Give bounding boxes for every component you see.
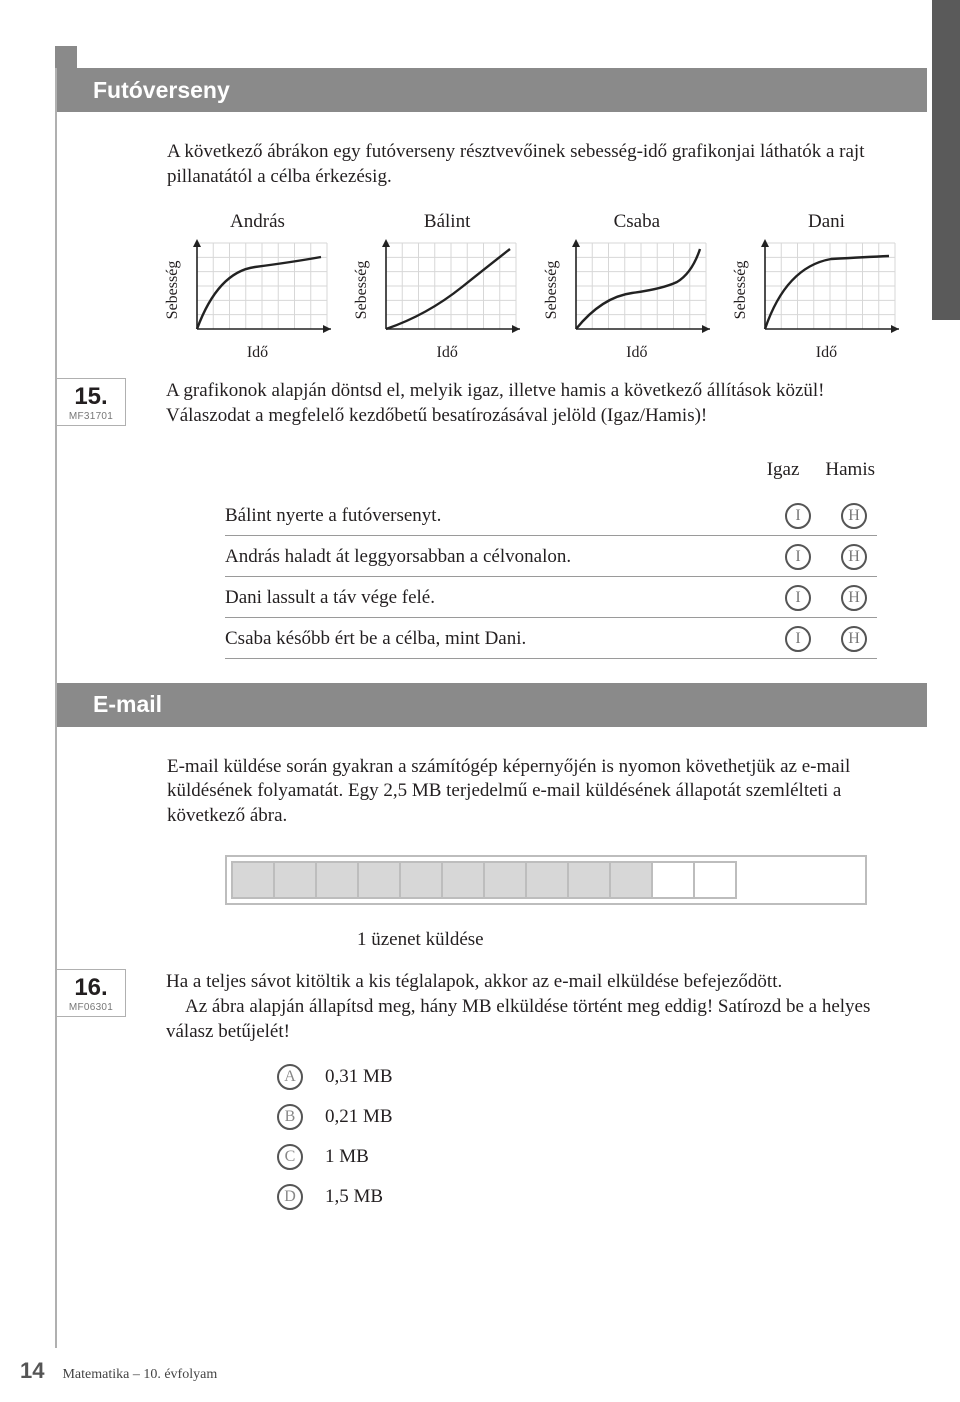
- progress-cells: [231, 861, 737, 899]
- tf-row: Bálint nyerte a futóversenyt.IH: [225, 495, 877, 536]
- chart-name: Dani: [808, 211, 845, 233]
- chart-xlabel: Idő: [436, 344, 457, 362]
- section2-intro: E-mail küldése során gyakran a számítógé…: [57, 727, 927, 847]
- progress-cell: [695, 863, 737, 897]
- progress-outer: [225, 855, 867, 905]
- progress-cell: [359, 863, 401, 897]
- mark-true[interactable]: I: [785, 544, 811, 570]
- question-15: 15. MF31701 A grafikonok alapján döntsd …: [57, 366, 927, 436]
- tf-row: Csaba később ért be a célba, mint Dani.I…: [225, 618, 877, 659]
- answer-text: 0,31 MB: [325, 1066, 393, 1088]
- question-code: MF06301: [57, 1002, 125, 1013]
- question-16: 16. MF06301 Ha a teljes sávot kitöltik a…: [57, 957, 927, 1052]
- answer-text: 1 MB: [325, 1146, 369, 1168]
- tf-row: Dani lassult a táv vége felé.IH: [225, 577, 877, 618]
- progress-cell: [611, 863, 653, 897]
- chart-xlabel: Idő: [816, 344, 837, 362]
- page-content: Futóverseny A következő ábrákon egy futó…: [57, 68, 927, 1224]
- chart-canvas: Sebesség: [372, 237, 522, 342]
- section-title: E-mail: [93, 691, 162, 718]
- answer-letter-D[interactable]: D: [277, 1184, 303, 1210]
- mark-false[interactable]: H: [841, 626, 867, 652]
- question-text: A grafikonok alapján döntsd el, melyik i…: [126, 378, 899, 428]
- mark-true[interactable]: I: [785, 626, 811, 652]
- charts-row: AndrásSebesség IdőBálintSebesség IdőCsab…: [57, 207, 927, 366]
- chart-name: Bálint: [424, 211, 470, 233]
- question-number: 16.: [57, 974, 125, 1002]
- answer-text: 0,21 MB: [325, 1106, 393, 1128]
- answer-letter-C[interactable]: C: [277, 1144, 303, 1170]
- chart-name: András: [230, 211, 285, 233]
- section-header-futoverseny: Futóverseny: [57, 68, 927, 112]
- progress-cell: [233, 863, 275, 897]
- chart-xlabel: Idő: [626, 344, 647, 362]
- section1-intro: A következő ábrákon egy futóverseny rész…: [57, 112, 927, 207]
- mark-false[interactable]: H: [841, 503, 867, 529]
- tf-head-true: Igaz: [767, 459, 800, 481]
- tf-marks: IH: [785, 585, 877, 611]
- answer-option: C 1 MB: [277, 1144, 927, 1170]
- mark-true[interactable]: I: [785, 503, 811, 529]
- section-title: Futóverseny: [93, 77, 230, 104]
- question-text: Ha a teljes sávot kitöltik a kis téglala…: [126, 969, 899, 1044]
- question-number-box: 16. MF06301: [56, 969, 126, 1017]
- chart-dani: Dani Sebesség Idő: [734, 211, 919, 362]
- question-code: MF31701: [57, 411, 125, 422]
- progress-cell: [485, 863, 527, 897]
- progress-cell: [443, 863, 485, 897]
- question-number-box: 15. MF31701: [56, 378, 126, 426]
- progress-cell: [317, 863, 359, 897]
- tf-statement: András haladt át leggyorsabban a célvona…: [225, 546, 785, 568]
- footer-reference: Matematika – 10. évfolyam: [62, 1367, 217, 1383]
- chart-canvas: Sebesség: [562, 237, 712, 342]
- tf-marks: IH: [785, 503, 877, 529]
- chart-canvas: Sebesség: [183, 237, 333, 342]
- chart-andrás: András Sebesség Idő: [165, 211, 350, 362]
- answer-letter-A[interactable]: A: [277, 1064, 303, 1090]
- progress-caption: 1 üzenet küldése: [57, 911, 927, 957]
- chart-ylabel: Sebesség: [732, 261, 750, 320]
- tf-header: Igaz Hamis: [225, 459, 877, 481]
- chart-bálint: Bálint Sebesség Idő: [355, 211, 540, 362]
- tf-head-false: Hamis: [825, 459, 875, 481]
- answer-option: B 0,21 MB: [277, 1104, 927, 1130]
- progress-cell: [653, 863, 695, 897]
- answer-options: A 0,31 MB B 0,21 MB C 1 MB D 1,5 MB: [57, 1052, 927, 1210]
- chart-csaba: Csaba Sebesség Idő: [544, 211, 729, 362]
- tf-row: András haladt át leggyorsabban a célvona…: [225, 536, 877, 577]
- mark-false[interactable]: H: [841, 544, 867, 570]
- section-header-email: E-mail: [57, 683, 927, 727]
- answer-option: D 1,5 MB: [277, 1184, 927, 1210]
- tf-marks: IH: [785, 626, 877, 652]
- page-footer: 14 Matematika – 10. évfolyam: [20, 1358, 217, 1384]
- tf-marks: IH: [785, 544, 877, 570]
- tf-statement: Csaba később ért be a célba, mint Dani.: [225, 628, 785, 650]
- page-number: 14: [20, 1358, 44, 1384]
- answer-letter-B[interactable]: B: [277, 1104, 303, 1130]
- email-progress: [57, 847, 927, 911]
- progress-cell: [401, 863, 443, 897]
- answer-option: A 0,31 MB: [277, 1064, 927, 1090]
- chart-name: Csaba: [614, 211, 660, 233]
- chart-xlabel: Idő: [247, 344, 268, 362]
- chart-ylabel: Sebesség: [543, 261, 561, 320]
- chart-canvas: Sebesség: [751, 237, 901, 342]
- true-false-table: Igaz Hamis Bálint nyerte a futóversenyt.…: [57, 437, 927, 683]
- progress-cell: [527, 863, 569, 897]
- progress-cell: [275, 863, 317, 897]
- mark-true[interactable]: I: [785, 585, 811, 611]
- mark-false[interactable]: H: [841, 585, 867, 611]
- chart-ylabel: Sebesség: [164, 261, 182, 320]
- tf-statement: Dani lassult a táv vége felé.: [225, 587, 785, 609]
- question-number: 15.: [57, 383, 125, 411]
- margin-tab: [932, 0, 960, 320]
- chart-ylabel: Sebesség: [353, 261, 371, 320]
- progress-cell: [569, 863, 611, 897]
- tf-statement: Bálint nyerte a futóversenyt.: [225, 505, 785, 527]
- answer-text: 1,5 MB: [325, 1186, 383, 1208]
